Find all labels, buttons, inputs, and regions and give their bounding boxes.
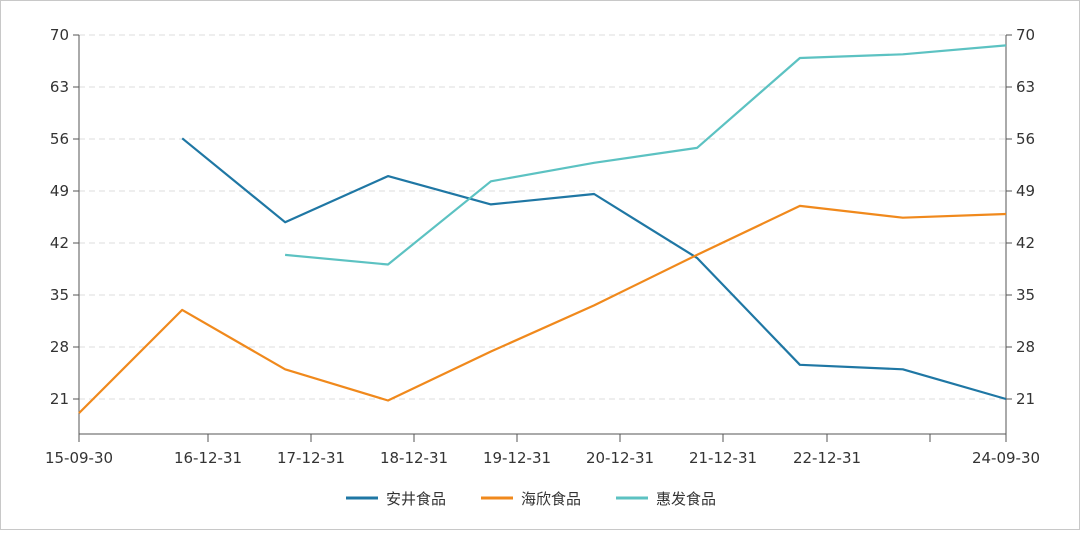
y-tick-label-right: 56 — [1016, 130, 1035, 148]
y-tick-label-left: 70 — [50, 26, 69, 44]
y-tick-label-left: 56 — [50, 130, 69, 148]
x-tick-label: 19-12-31 — [483, 449, 551, 467]
x-tick-label: 17-12-31 — [277, 449, 345, 467]
x-tick-label: 24-09-30 — [972, 449, 1040, 467]
axes — [78, 35, 1007, 435]
x-tick-label: 15-09-30 — [45, 449, 113, 467]
grid-lines — [79, 34, 1006, 400]
x-tick-label: 20-12-31 — [586, 449, 654, 467]
y-tick-label-right: 35 — [1016, 286, 1035, 304]
y-tick-label-right: 21 — [1016, 390, 1035, 408]
series-lines — [78, 44, 1007, 414]
x-tick-label: 21-12-31 — [689, 449, 757, 467]
y-ticks-right: 21 28 35 42 49 56 63 70 — [1006, 26, 1035, 408]
x-ticks: 15-09-30 16-12-31 17-12-31 18-12-31 19-12-31… — [45, 434, 1040, 467]
y-ticks-left: 21 28 35 42 49 56 63 70 — [50, 26, 79, 408]
legend-label: 安井食品 — [386, 490, 446, 508]
y-tick-label-left: 49 — [50, 182, 69, 200]
series-line-1 — [181, 137, 1007, 401]
y-tick-label-left: 42 — [50, 234, 69, 252]
y-tick-label-left: 28 — [50, 338, 69, 356]
y-tick-label-right: 28 — [1016, 338, 1035, 356]
x-tick-label: 18-12-31 — [380, 449, 448, 467]
x-tick-label: 22-12-31 — [793, 449, 861, 467]
legend: 安井食品 海欣食品 惠发食品 — [346, 490, 716, 508]
y-tick-label-right: 49 — [1016, 182, 1035, 200]
y-tick-label-right: 42 — [1016, 234, 1035, 252]
y-tick-label-left: 21 — [50, 390, 69, 408]
series-line-3 — [284, 44, 1007, 266]
x-tick-label: 16-12-31 — [174, 449, 242, 467]
y-tick-label-left: 63 — [50, 78, 69, 96]
y-tick-label-left: 35 — [50, 286, 69, 304]
series-line-2 — [78, 204, 1007, 414]
y-tick-label-right: 70 — [1016, 26, 1035, 44]
y-tick-label-right: 63 — [1016, 78, 1035, 96]
legend-label: 海欣食品 — [521, 490, 581, 508]
legend-label: 惠发食品 — [656, 490, 716, 508]
